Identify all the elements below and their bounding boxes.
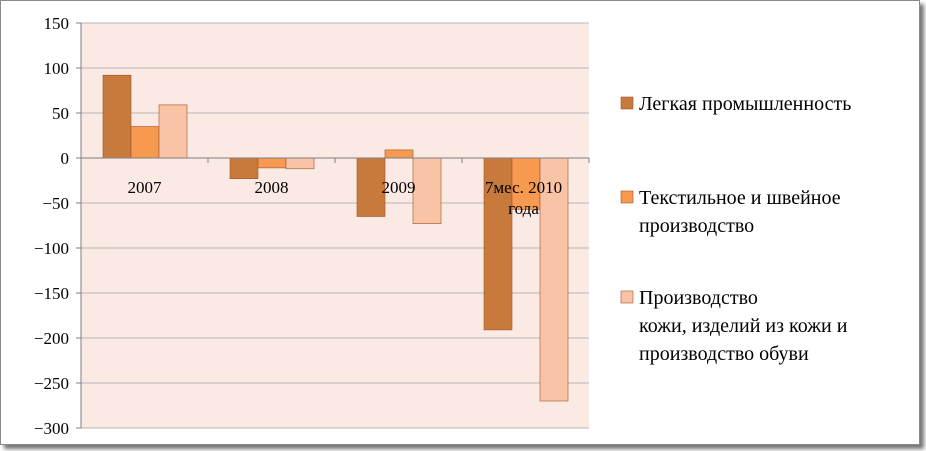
y-tick-label: 50	[52, 104, 69, 123]
legend: Легкая промышленность Текстильное и швейн…	[620, 93, 851, 365]
bar-series-2-cat-1	[130, 126, 160, 159]
legend-swatch-3	[620, 290, 634, 304]
y-tick-label: 100	[44, 59, 70, 78]
category-label: 2009	[382, 178, 416, 197]
y-tick-label: −150	[34, 284, 69, 303]
bar-series-1-cat-1	[102, 74, 132, 159]
legend-entry-2: Текстильное и швейное производство	[639, 187, 841, 237]
bars	[102, 74, 569, 402]
bar-series-2-cat-3	[384, 149, 414, 159]
legend-entry-3: Производство кожи, изделий из кожи и произ…	[639, 287, 848, 365]
legend-entry-1: Легкая промышленность	[639, 93, 851, 115]
y-tick-label: 0	[61, 149, 70, 168]
bar-series-1-cat-2	[229, 157, 259, 180]
legend-swatch-2	[620, 190, 634, 204]
legend-swatch-1	[620, 96, 634, 110]
bar-series-3-cat-1	[158, 104, 188, 159]
bar-series-3-cat-3	[412, 157, 442, 224]
y-tick-label: −250	[34, 374, 69, 393]
y-tick-label: −300	[34, 419, 69, 438]
y-tick-label: −50	[42, 194, 69, 213]
plot-area	[81, 23, 589, 428]
category-label: 2007	[128, 178, 163, 197]
bar-series-3-cat-4	[539, 157, 569, 402]
bar-series-1-cat-3	[356, 157, 386, 217]
bar-series-2-cat-4	[511, 157, 541, 210]
bar-series-2-cat-2	[257, 157, 287, 169]
y-tick-label: −100	[34, 239, 69, 258]
bar-series-3-cat-2	[285, 157, 315, 170]
y-tick-label: −200	[34, 329, 69, 348]
category-labels: 2007 2008 2009 7мес. 2010 года	[80, 158, 590, 218]
y-tick-label: 150	[44, 14, 70, 33]
y-axis-ticks: 150 100 50 0 −50 −100 −150 −200 −250 −300	[34, 14, 82, 438]
category-label: 2008	[255, 178, 289, 197]
category-label: 7мес. 2010 года	[485, 178, 562, 218]
